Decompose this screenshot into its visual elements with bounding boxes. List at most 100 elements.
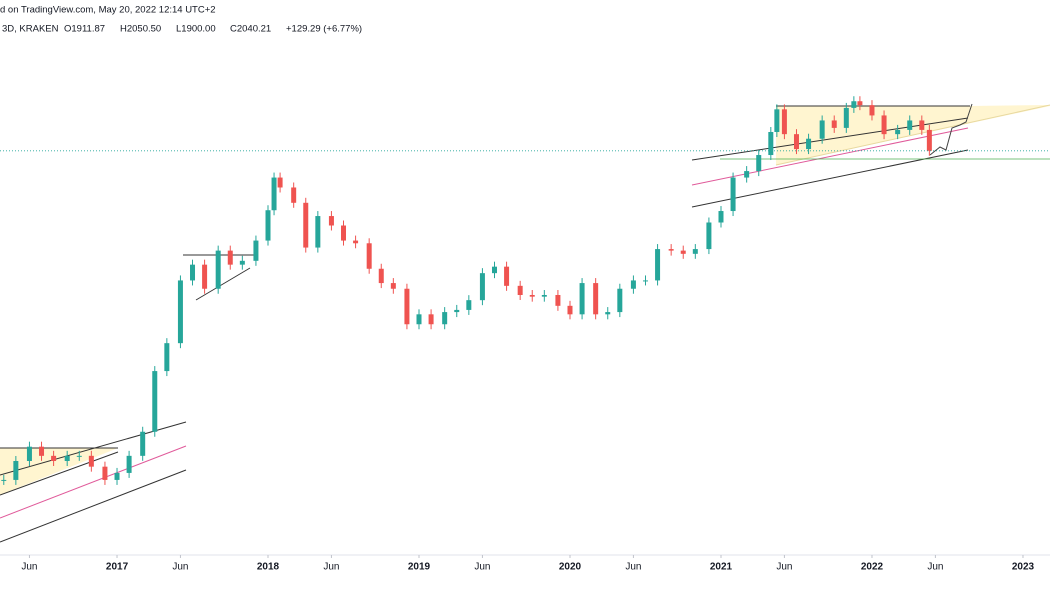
candle-body <box>140 431 146 456</box>
candle-body <box>593 283 599 315</box>
ohlc-open: O1911.87 <box>64 24 105 35</box>
candle-body <box>239 260 245 265</box>
candle-body <box>1 479 7 481</box>
x-tick-label: 2019 <box>408 562 431 573</box>
candle-body <box>76 455 82 457</box>
candle-body <box>617 288 623 313</box>
candle-body <box>454 309 460 313</box>
candle-body <box>466 300 472 310</box>
x-tick-label: Jun <box>625 562 641 573</box>
candle-body <box>190 264 196 281</box>
x-tick-label: 2020 <box>559 562 582 573</box>
x-tick-label: 2017 <box>106 562 129 573</box>
candle-body <box>353 240 359 244</box>
candle-body <box>768 131 774 156</box>
candle-body <box>504 266 510 286</box>
trend-line <box>775 104 1050 166</box>
x-tick-label: 2023 <box>1012 562 1035 573</box>
candle-body <box>491 266 497 274</box>
candle-body <box>126 455 132 473</box>
candle-body <box>416 314 422 325</box>
candle-body <box>642 280 648 282</box>
candle-body <box>857 101 863 106</box>
candle-body <box>114 472 120 480</box>
candle-body <box>202 264 208 289</box>
candle-body <box>529 294 535 297</box>
candle-body <box>13 461 19 480</box>
candle-body <box>869 105 875 116</box>
candle-body <box>315 216 321 248</box>
candle-body <box>479 273 485 301</box>
candle-body <box>831 120 837 128</box>
candle-body <box>692 249 698 254</box>
candle-body <box>718 211 724 223</box>
candle-body <box>756 155 762 172</box>
x-tick-label: 2022 <box>861 562 884 573</box>
projection-path <box>929 103 973 156</box>
candle-body <box>819 120 825 139</box>
candle-body <box>177 280 183 344</box>
candle-body <box>271 177 277 211</box>
ohlc-high: H2050.50 <box>120 24 161 35</box>
candle-body <box>907 120 913 130</box>
candle-body <box>843 107 849 128</box>
channel-line <box>691 127 969 186</box>
published-note: d on TradingView.com, May 20, 2022 12:14… <box>0 5 216 16</box>
candle-body <box>88 455 94 467</box>
candle-body <box>428 314 434 325</box>
candle-body <box>579 283 585 315</box>
candle-body <box>442 312 448 325</box>
candle-body <box>680 250 686 254</box>
candle-body <box>668 249 674 251</box>
candle-body <box>744 171 750 178</box>
candle-body <box>102 466 108 480</box>
candle-body <box>555 294 561 306</box>
candle-body <box>51 455 57 462</box>
x-tick-label: Jun <box>927 562 943 573</box>
candle-body <box>378 268 384 284</box>
candle-body <box>919 120 925 130</box>
x-tick-label: Jun <box>21 562 37 573</box>
x-tick-label: 2018 <box>257 562 280 573</box>
channel-line <box>0 469 187 543</box>
candle-body <box>39 446 45 456</box>
candle-body <box>806 138 812 150</box>
candle-body <box>390 283 396 289</box>
candle-body <box>605 312 611 315</box>
candle-body <box>774 109 780 132</box>
x-tick-label: Jun <box>172 562 188 573</box>
channel-line <box>691 149 969 208</box>
candle-body <box>630 280 636 289</box>
candle-body <box>215 250 221 289</box>
candle-body <box>277 177 283 188</box>
candle-body <box>793 134 799 150</box>
trend-line <box>0 451 119 496</box>
candle-body <box>253 240 259 261</box>
x-tick-label: Jun <box>474 562 490 573</box>
candle-body <box>164 343 170 372</box>
candle-body <box>881 115 887 135</box>
candle-body <box>366 243 372 269</box>
candle-body <box>567 305 573 315</box>
candle-body <box>541 294 547 297</box>
candle-body <box>926 129 932 151</box>
ohlc-change: +129.29 (+6.77%) <box>286 24 362 35</box>
candle-body <box>291 187 297 203</box>
candle-body <box>26 446 32 462</box>
candle-body <box>655 249 661 281</box>
candle-body <box>851 101 857 108</box>
candle-body <box>227 250 233 265</box>
symbol: 3D, KRAKEN <box>2 24 59 35</box>
candle-body <box>328 216 334 226</box>
candle-body <box>706 222 712 250</box>
x-tick-label: Jun <box>323 562 339 573</box>
candle-body <box>517 285 523 295</box>
ohlc-close: C2040.21 <box>230 24 271 35</box>
candle-body <box>730 177 736 212</box>
x-tick-label: Jun <box>776 562 792 573</box>
candle-body <box>303 202 309 248</box>
candle-body <box>404 288 410 325</box>
drawings <box>0 103 1050 543</box>
ohlc-low: L1900.00 <box>176 24 216 35</box>
